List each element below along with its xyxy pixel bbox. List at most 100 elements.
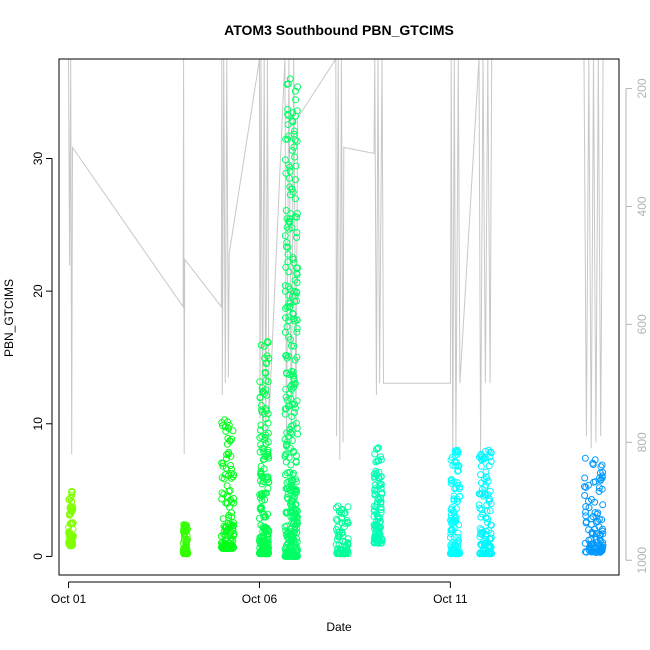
data-point (261, 433, 269, 441)
point-series (256, 338, 273, 558)
data-point (285, 333, 293, 341)
data-point (226, 487, 234, 494)
data-point (257, 491, 265, 499)
y-axis-left: 0 10 20 30 (31, 151, 53, 560)
data-point (589, 513, 597, 521)
data-point (338, 528, 346, 536)
data-point (281, 232, 289, 240)
data-point (224, 545, 232, 552)
data-point (483, 507, 491, 515)
data-point (258, 472, 266, 480)
data-point (487, 542, 495, 550)
data-point (221, 471, 229, 479)
data-point (290, 342, 298, 350)
x-tick-label: Oct 06 (242, 592, 278, 606)
data-point (373, 445, 380, 453)
data-point (588, 540, 596, 548)
data-point (291, 404, 299, 412)
data-point (285, 552, 293, 560)
data-point (371, 523, 379, 531)
data-point (289, 118, 297, 126)
data-point (294, 430, 302, 438)
data-point (282, 458, 290, 466)
data-point (283, 370, 291, 378)
data-point (446, 534, 454, 541)
data-point (449, 549, 457, 557)
data-point (293, 328, 301, 336)
data-point (287, 342, 295, 350)
data-point (581, 492, 589, 499)
data-point (293, 234, 300, 241)
data-point (587, 515, 595, 523)
data-point (220, 490, 228, 498)
data-point (290, 375, 298, 383)
data-point (282, 207, 290, 214)
data-point (284, 539, 292, 547)
data-point (486, 495, 493, 503)
data-point (290, 143, 298, 151)
data-point (258, 387, 266, 395)
data-point (487, 500, 495, 508)
y-axis-right: 200 400 600 800 1000 (625, 78, 649, 574)
data-point (286, 167, 294, 175)
data-point (288, 224, 296, 232)
data-point (586, 544, 593, 552)
data-point (289, 368, 297, 376)
data-point (263, 540, 271, 548)
data-point (282, 405, 290, 413)
data-point (376, 531, 384, 539)
data-point (230, 522, 237, 530)
data-point (337, 550, 344, 558)
data-point (374, 522, 382, 530)
data-point (481, 549, 489, 557)
data-point (180, 550, 188, 558)
data-point (375, 456, 383, 464)
data-point (591, 509, 599, 517)
data-point (286, 183, 294, 191)
data-point (289, 476, 297, 484)
data-point (282, 442, 290, 450)
data-point (290, 383, 298, 391)
data-point (344, 503, 352, 511)
data-point (261, 523, 269, 531)
data-point (288, 519, 296, 527)
data-point (262, 489, 270, 497)
data-point (595, 484, 603, 492)
data-point (485, 462, 493, 470)
y-tick-label: 30 (31, 151, 45, 165)
data-point (262, 386, 270, 394)
x-axis-label: Date (326, 620, 352, 634)
data-point (293, 289, 301, 297)
data-point (292, 112, 299, 120)
data-point (288, 533, 296, 541)
data-point (230, 519, 237, 527)
data-point (455, 462, 463, 470)
data-point (256, 536, 264, 544)
data-point (285, 484, 293, 492)
x-tick-label: Oct 01 (51, 592, 87, 606)
data-point (282, 314, 289, 322)
data-point (371, 473, 379, 481)
data-point (486, 550, 494, 558)
data-point (293, 514, 301, 522)
data-point (285, 352, 293, 360)
data-point (344, 539, 352, 547)
data-point (65, 529, 73, 537)
data-point (282, 508, 290, 516)
data-point (597, 544, 605, 552)
data-point (589, 529, 597, 537)
data-point (282, 352, 290, 360)
data-point (291, 356, 299, 364)
data-point (293, 279, 301, 287)
y2-tick-label: 1000 (635, 547, 649, 574)
data-point (222, 427, 230, 435)
data-point (482, 447, 490, 455)
data-point (261, 390, 268, 398)
data-point (285, 291, 293, 299)
data-point (283, 80, 291, 88)
data-point (377, 453, 385, 461)
data-point (285, 268, 293, 276)
data-point (449, 526, 456, 534)
data-point (289, 188, 297, 196)
